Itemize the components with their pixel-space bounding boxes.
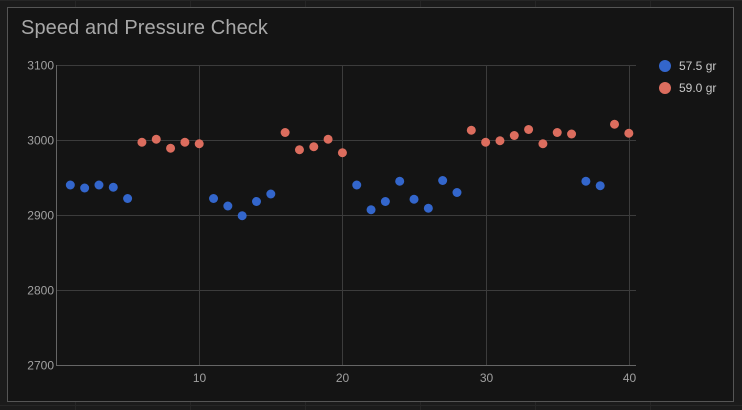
data-point xyxy=(452,188,462,197)
data-point xyxy=(409,194,419,204)
data-point xyxy=(352,180,362,190)
data-point xyxy=(65,180,75,190)
x-tick-label: 10 xyxy=(193,371,207,385)
data-point xyxy=(495,136,505,146)
data-point xyxy=(309,142,319,152)
legend-marker xyxy=(659,60,671,72)
data-point xyxy=(595,181,605,191)
data-point xyxy=(624,128,634,138)
data-point xyxy=(280,128,290,137)
data-point xyxy=(509,131,519,140)
data-point xyxy=(194,139,204,149)
data-point xyxy=(423,203,433,213)
series-1 xyxy=(65,176,605,221)
data-point xyxy=(108,182,118,192)
chart-panel xyxy=(7,7,734,402)
data-point xyxy=(567,129,577,139)
data-point xyxy=(581,176,591,186)
y-tick-label: 2700 xyxy=(27,359,54,373)
data-point xyxy=(294,145,304,155)
data-point xyxy=(366,205,376,215)
y-tick-label: 2900 xyxy=(27,209,54,223)
data-point xyxy=(438,176,448,185)
series-2 xyxy=(137,119,634,158)
data-point xyxy=(524,125,534,134)
data-point xyxy=(395,176,405,186)
data-point xyxy=(94,180,104,190)
data-point xyxy=(237,211,247,221)
data-point xyxy=(209,194,219,203)
data-point xyxy=(223,201,233,211)
data-point xyxy=(323,134,333,144)
x-tick-label: 20 xyxy=(336,371,350,385)
data-point xyxy=(266,189,276,199)
y-tick-label: 3100 xyxy=(27,59,54,73)
data-point xyxy=(481,137,491,147)
x-tick-label: 30 xyxy=(480,371,494,385)
legend-label: 57.5 gr xyxy=(679,59,716,73)
data-point xyxy=(337,148,347,158)
data-point xyxy=(552,128,562,137)
chart-title: Speed and Pressure Check xyxy=(21,17,268,39)
data-point xyxy=(123,194,133,203)
data-point xyxy=(466,125,476,135)
data-point xyxy=(380,197,390,206)
data-point xyxy=(538,139,548,149)
legend-label: 59.0 gr xyxy=(679,81,716,95)
y-tick-label: 3000 xyxy=(27,134,54,148)
data-point xyxy=(151,134,161,144)
data-point xyxy=(251,197,261,206)
legend-marker xyxy=(659,82,671,94)
data-point xyxy=(610,119,620,129)
data-point xyxy=(80,183,90,193)
data-point xyxy=(180,137,190,147)
y-tick-label: 2800 xyxy=(27,284,54,298)
data-point xyxy=(166,143,176,153)
x-tick-label: 40 xyxy=(623,371,637,385)
data-point xyxy=(137,137,147,147)
